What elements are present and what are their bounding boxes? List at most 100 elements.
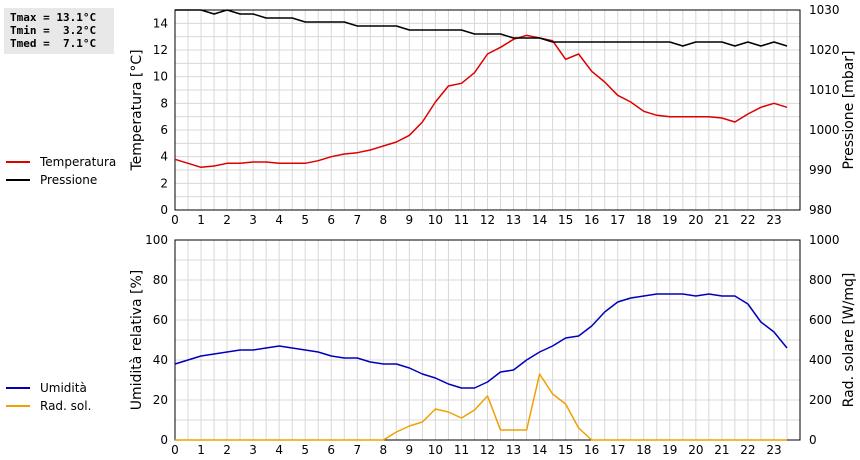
left-tick-label: 60 [153, 313, 168, 327]
left-tick-label: 10 [153, 70, 168, 84]
stats-box: Tmax = 13.1°C Tmin = 3.2°C Tmed = 7.1°C [4, 8, 114, 54]
x-tick-label: 4 [275, 213, 283, 227]
left-tick-label: 8 [160, 96, 168, 110]
x-tick-label: 10 [428, 213, 443, 227]
right-tick-label: 1000 [809, 233, 840, 247]
x-tick-label: 16 [584, 213, 599, 227]
x-tick-label: 2 [223, 443, 231, 457]
series-line-rad-sol [175, 373, 787, 441]
x-tick-label: 17 [610, 443, 625, 457]
x-tick-label: 20 [688, 213, 703, 227]
plot-frame [174, 9, 801, 211]
legend-label-pressione: Pressione [40, 173, 98, 187]
left-tick-label: 0 [160, 203, 168, 217]
x-tick-label: 11 [454, 213, 469, 227]
legend-swatch-radsol [6, 405, 30, 407]
legend-item-radsol: Rad. sol. [6, 397, 91, 415]
x-tick-label: 10 [428, 443, 443, 457]
x-tick-label: 8 [380, 443, 388, 457]
x-tick-label: 5 [301, 213, 309, 227]
right-tick-label: 0 [809, 433, 817, 447]
left-axis-label: Umidità relativa [%] [129, 270, 145, 411]
left-tick-label: 2 [160, 176, 168, 190]
left-tick-label: 0 [160, 433, 168, 447]
left-tick-label: 100 [145, 233, 168, 247]
tmax-label: Tmax = 13.1°C [10, 11, 97, 24]
legend-label-radsol: Rad. sol. [40, 399, 92, 413]
x-tick-label: 14 [532, 213, 547, 227]
x-tick-label: 14 [532, 443, 547, 457]
series-line-umidit [174, 293, 788, 389]
x-tick-label: 4 [275, 443, 283, 457]
right-tick-label: 1030 [809, 3, 840, 17]
legend-swatch-pressione [6, 179, 30, 181]
x-tick-label: 9 [406, 213, 414, 227]
right-tick-label: 200 [809, 393, 832, 407]
x-tick-label: 22 [740, 213, 755, 227]
x-tick-label: 18 [636, 443, 651, 457]
plot-frame [174, 239, 801, 441]
x-tick-label: 5 [301, 443, 309, 457]
left-tick-label: 40 [153, 353, 168, 367]
right-tick-label: 400 [809, 353, 832, 367]
legend-swatch-umidita [6, 387, 30, 389]
x-tick-label: 12 [480, 443, 495, 457]
x-tick-label: 18 [636, 213, 651, 227]
left-tick-label: 12 [153, 43, 168, 57]
right-tick-label: 1000 [809, 123, 840, 137]
x-tick-label: 0 [171, 213, 179, 227]
x-tick-label: 21 [714, 213, 729, 227]
x-tick-label: 16 [584, 443, 599, 457]
x-tick-label: 21 [714, 443, 729, 457]
right-tick-label: 1010 [809, 83, 840, 97]
x-tick-label: 1 [197, 443, 205, 457]
tmed-label: Tmed = 7.1°C [10, 37, 97, 50]
right-axis-label: Pressione [mbar] [841, 50, 857, 169]
x-tick-label: 15 [558, 443, 573, 457]
x-tick-label: 7 [353, 213, 361, 227]
x-tick-label: 19 [662, 213, 677, 227]
x-tick-label: 13 [506, 443, 521, 457]
series-line-pressione [175, 9, 788, 47]
legend-item-temperatura: Temperatura [6, 153, 116, 171]
x-tick-label: 6 [327, 443, 335, 457]
legend-top: Temperatura Pressione [6, 153, 116, 189]
right-tick-label: 980 [809, 203, 832, 217]
legend-label-umidita: Umidità [40, 381, 87, 395]
right-tick-label: 800 [809, 273, 832, 287]
x-tick-label: 23 [766, 213, 781, 227]
left-tick-label: 80 [153, 273, 168, 287]
x-tick-label: 15 [558, 213, 573, 227]
x-tick-label: 22 [740, 443, 755, 457]
left-tick-label: 20 [153, 393, 168, 407]
legend-item-umidita: Umidità [6, 379, 91, 397]
x-tick-label: 13 [506, 213, 521, 227]
x-tick-label: 3 [249, 213, 257, 227]
tmin-label: Tmin = 3.2°C [10, 24, 97, 37]
left-tick-label: 4 [160, 150, 168, 164]
series-line-temperatura [174, 34, 788, 169]
x-tick-label: 7 [353, 443, 361, 457]
x-tick-label: 1 [197, 213, 205, 227]
right-axis-label: Rad. solare [W/mq] [841, 273, 857, 408]
x-tick-label: 23 [766, 443, 781, 457]
x-tick-label: 17 [610, 213, 625, 227]
legend-swatch-temperatura [6, 161, 30, 163]
x-tick-label: 11 [454, 443, 469, 457]
legend-item-pressione: Pressione [6, 171, 116, 189]
x-tick-label: 19 [662, 443, 677, 457]
x-tick-label: 8 [380, 213, 388, 227]
x-tick-label: 12 [480, 213, 495, 227]
x-tick-label: 2 [223, 213, 231, 227]
right-tick-label: 1020 [809, 43, 840, 57]
right-tick-label: 990 [809, 163, 832, 177]
x-tick-label: 6 [327, 213, 335, 227]
left-axis-label: Temperatura [°C] [129, 49, 145, 171]
x-tick-label: 9 [406, 443, 414, 457]
right-tick-label: 600 [809, 313, 832, 327]
legend-label-temperatura: Temperatura [40, 155, 117, 169]
x-tick-label: 3 [249, 443, 257, 457]
left-tick-label: 6 [160, 123, 168, 137]
left-tick-label: 14 [153, 16, 168, 30]
